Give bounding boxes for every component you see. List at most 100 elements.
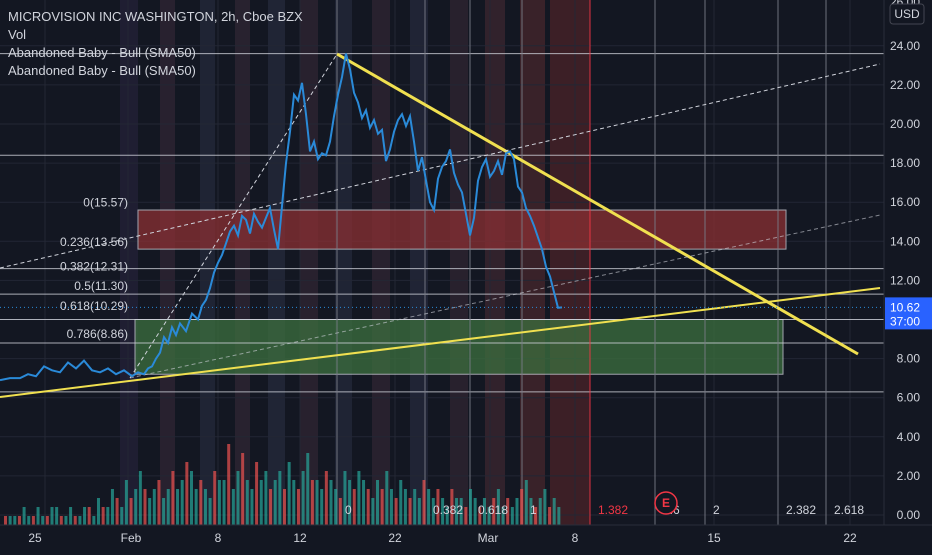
volume-bar xyxy=(236,471,240,525)
session-shade-band xyxy=(335,0,352,525)
fib-level-label: 0.786(8.86) xyxy=(67,327,128,341)
volume-bar xyxy=(115,498,119,525)
channel-dashed-lower[interactable] xyxy=(129,214,881,379)
volume-bar xyxy=(259,480,263,525)
volume-bar xyxy=(455,498,459,525)
volume-bar xyxy=(241,453,245,525)
volume-bar xyxy=(469,489,472,525)
volume-bar xyxy=(199,480,203,525)
volume-bar xyxy=(399,480,403,525)
volume-bar xyxy=(320,489,324,525)
volume-bar xyxy=(245,480,249,525)
volume-bar xyxy=(482,498,486,525)
volume-bar xyxy=(92,516,96,525)
volume-bar xyxy=(129,498,133,525)
volume-bar xyxy=(190,471,193,525)
volume-bar xyxy=(283,489,286,525)
volume-bar xyxy=(385,471,389,525)
volume-bar xyxy=(529,498,533,525)
volume-bar xyxy=(292,480,296,525)
y-tick-label: 16.00 xyxy=(890,195,920,209)
volume-bar xyxy=(157,480,161,525)
session-shade-band xyxy=(235,0,250,525)
volume-bar xyxy=(222,480,226,525)
volume-bar xyxy=(473,498,477,525)
volume-bar xyxy=(394,498,398,525)
volume-bar xyxy=(408,498,412,525)
volume-bar xyxy=(231,489,235,525)
volume-bar xyxy=(538,498,542,525)
x-tick-label: 22 xyxy=(388,531,402,545)
volume-bar xyxy=(445,507,449,525)
volume-bar xyxy=(64,516,68,525)
price-line[interactable] xyxy=(0,53,563,382)
volume-bar xyxy=(459,498,463,525)
volume-bar xyxy=(352,489,356,525)
volume-bar xyxy=(515,498,519,525)
fib-level-label: 0.382(12.31) xyxy=(60,259,128,273)
volume-bar xyxy=(287,462,291,525)
resistance-trendline[interactable] xyxy=(336,52,859,356)
volume-bar xyxy=(45,516,49,525)
channel-dashed-diagonal[interactable] xyxy=(129,53,338,379)
price-series xyxy=(0,53,884,382)
last-price-badge[interactable] xyxy=(885,297,932,330)
volume-bar xyxy=(487,507,491,525)
resistance-zone[interactable] xyxy=(137,209,787,250)
volume-bar xyxy=(496,489,500,525)
session-shade-band xyxy=(200,0,215,525)
volume-bar xyxy=(194,489,198,525)
session-shade-band xyxy=(450,0,468,525)
volume-bar xyxy=(87,507,91,525)
support-zone[interactable] xyxy=(134,319,784,375)
last-price-label: 10.62 xyxy=(890,300,920,314)
volume-bar xyxy=(338,498,342,525)
fib-level-label: 0(15.57) xyxy=(83,196,128,210)
session-shade-band xyxy=(520,0,545,525)
volume-bar xyxy=(27,516,31,525)
volume-bar xyxy=(176,489,180,525)
volume-bar xyxy=(348,480,352,525)
support-trendline[interactable] xyxy=(0,287,881,398)
x-tick-label: 15 xyxy=(707,531,721,545)
currency-badge[interactable] xyxy=(889,3,925,25)
volume-bars xyxy=(4,444,561,525)
session-shade-band xyxy=(485,0,505,525)
x-tick-label: Feb xyxy=(121,531,142,545)
volume-bar xyxy=(329,480,333,525)
session-shade-band xyxy=(410,0,428,525)
y-tick-label: 12.00 xyxy=(890,273,920,287)
volume-bar xyxy=(441,498,445,525)
volume-bar xyxy=(427,489,431,525)
volume-bar xyxy=(110,489,114,525)
fib-time-label: 2.618 xyxy=(834,503,864,517)
fib-time-label: 1 xyxy=(530,503,537,517)
volume-bar xyxy=(22,507,26,525)
volume-bar xyxy=(278,471,282,525)
volume-bar xyxy=(315,480,319,525)
volume-bar xyxy=(380,489,384,525)
volume-bar xyxy=(17,516,21,525)
volume-bar xyxy=(120,507,124,525)
volume-bar xyxy=(148,498,152,525)
volume-bar xyxy=(376,480,379,525)
session-shade-band xyxy=(268,0,285,525)
y-tick-label: 8.00 xyxy=(897,352,921,366)
volume-bar xyxy=(343,471,347,525)
volume-bar xyxy=(134,489,138,525)
earnings-marker-icon[interactable] xyxy=(654,491,678,515)
volume-bar xyxy=(557,507,561,525)
volume-bar xyxy=(162,498,166,525)
volume-bar xyxy=(371,498,375,525)
x-tick-label: 12 xyxy=(293,531,307,545)
volume-bar xyxy=(55,507,59,525)
volume-bar xyxy=(227,444,231,525)
volume-bar xyxy=(101,507,105,525)
channel-dashed-upper[interactable] xyxy=(0,63,881,269)
volume-bar xyxy=(83,507,87,525)
volume-bar xyxy=(213,471,217,525)
volume-bar xyxy=(510,507,514,525)
